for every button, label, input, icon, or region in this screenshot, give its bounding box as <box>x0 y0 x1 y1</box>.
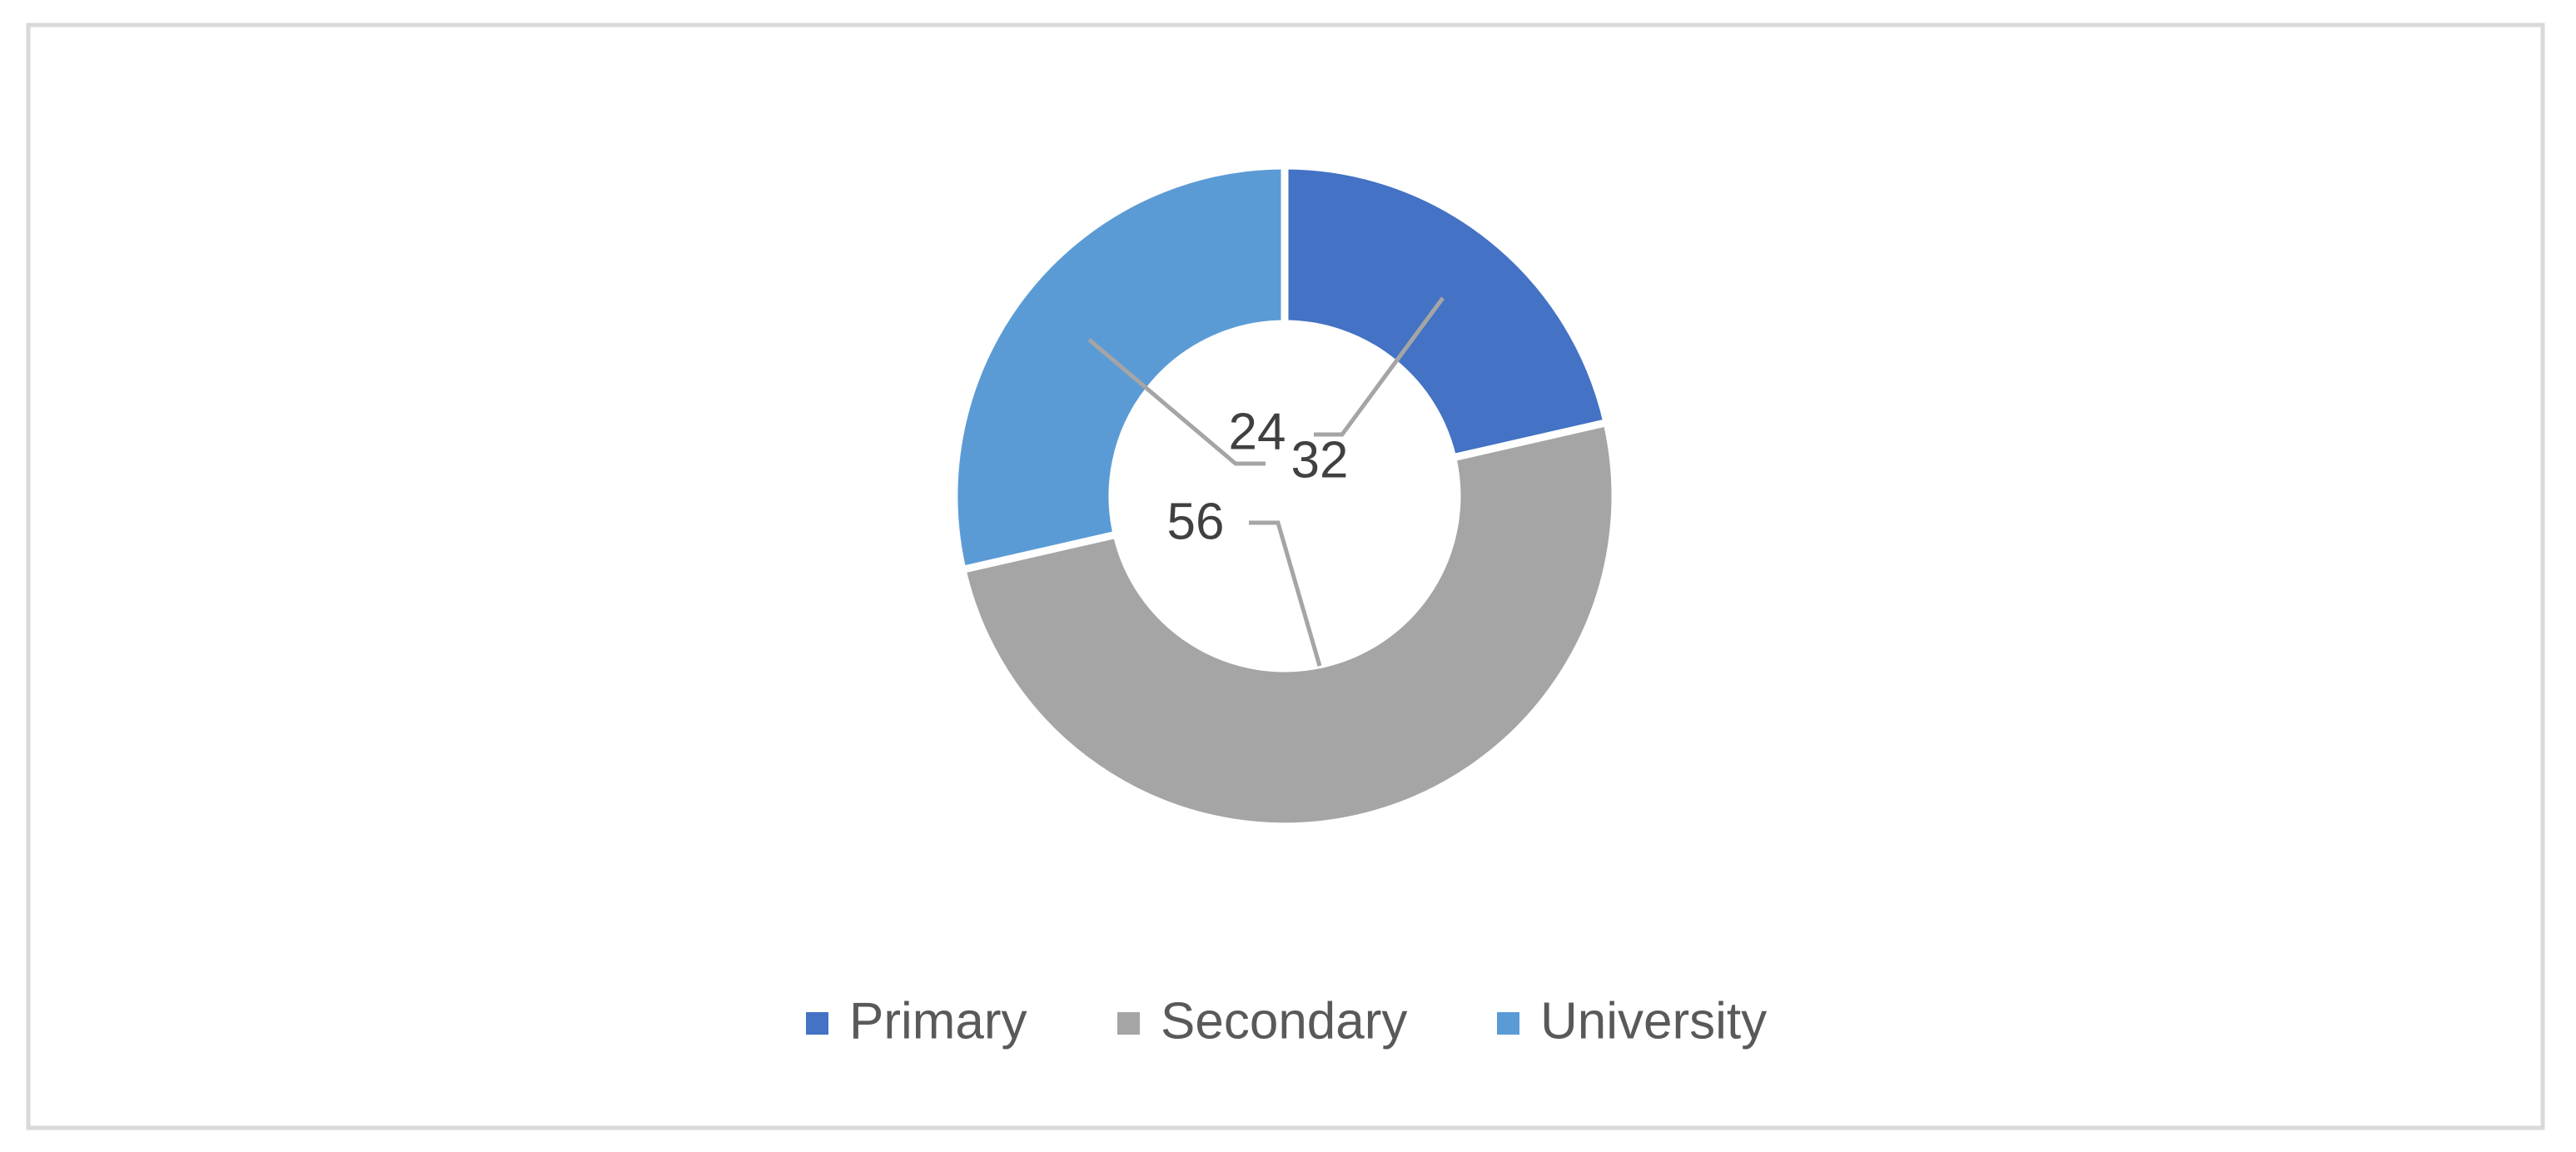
legend: Primary Secondary University <box>806 992 1767 1050</box>
donut-slice <box>957 418 1619 831</box>
donut-slice <box>1281 161 1612 463</box>
data-label: 56 <box>1167 493 1225 550</box>
legend-swatch <box>806 1012 828 1035</box>
leader-line <box>1249 520 1322 667</box>
legend-label: University <box>1540 992 1767 1050</box>
legend-swatch <box>1117 1012 1140 1035</box>
legend-swatch <box>1497 1012 1519 1035</box>
data-label: 32 <box>1291 431 1349 489</box>
leader-line <box>1314 296 1445 437</box>
leader-line <box>1087 338 1266 466</box>
data-label: 24 <box>1229 403 1286 460</box>
legend-label: Primary <box>849 992 1027 1050</box>
legend-label: Secondary <box>1161 992 1407 1050</box>
